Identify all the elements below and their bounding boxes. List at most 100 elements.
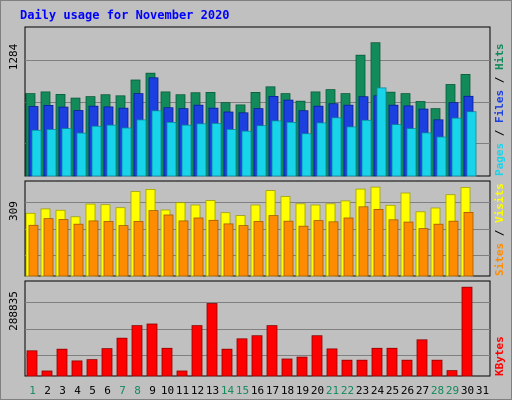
bar-kbytes-day-17 <box>266 325 278 377</box>
x-tick-label: 22 <box>341 384 354 397</box>
x-tick-label: 1 <box>29 384 36 397</box>
bar-kbytes-day-28 <box>431 359 443 377</box>
x-tick-label: 4 <box>74 384 81 397</box>
x-tick-label: 29 <box>446 384 459 397</box>
x-tick-label: 19 <box>296 384 309 397</box>
bar-pages-day-21 <box>331 117 342 177</box>
bar-sites-day-7 <box>118 225 129 277</box>
bar-sites-day-21 <box>328 221 339 277</box>
bar-pages-day-10 <box>166 122 177 177</box>
x-tick-label: 11 <box>176 384 189 397</box>
bar-pages-day-20 <box>316 122 327 177</box>
x-tick-label: 23 <box>356 384 369 397</box>
bar-kbytes-day-4 <box>71 360 83 377</box>
x-tick-label: 14 <box>221 384 235 397</box>
bar-kbytes-day-13 <box>206 303 218 377</box>
x-tick-label: 2 <box>44 384 51 397</box>
y-max-label: 309 <box>7 201 20 221</box>
bar-sites-day-15 <box>238 225 249 277</box>
panel-kbytes: 288835 KBytes <box>7 280 506 377</box>
bar-pages-day-3 <box>61 128 72 177</box>
bar-sites-day-29 <box>448 220 459 277</box>
bar-kbytes-day-12 <box>191 325 203 377</box>
bar-pages-day-8 <box>136 119 147 177</box>
bar-kbytes-day-3 <box>56 348 68 377</box>
x-tick-label: 27 <box>416 384 429 397</box>
bar-sites-day-8 <box>133 221 144 277</box>
bar-sites-day-24 <box>373 208 384 277</box>
bar-pages-day-9 <box>151 110 162 177</box>
bar-kbytes-day-8 <box>131 325 143 377</box>
bar-pages-day-28 <box>436 136 447 177</box>
bar-pages-day-11 <box>181 124 192 177</box>
bar-kbytes-day-15 <box>236 338 248 377</box>
bar-pages-day-13 <box>211 123 222 177</box>
bar-sites-day-3 <box>58 219 69 277</box>
bar-kbytes-day-30 <box>461 286 473 377</box>
bar-sites-day-16 <box>253 221 264 277</box>
x-tick-label: 3 <box>59 384 66 397</box>
bar-kbytes-day-24 <box>371 347 383 377</box>
bar-sites-day-2 <box>43 218 54 277</box>
bar-sites-day-23 <box>358 206 369 277</box>
bar-kbytes-day-16 <box>251 335 263 377</box>
chart-panels: 1284 Pages / Files / Hits 309 Sites / Visit… <box>7 26 506 377</box>
bar-pages-day-15 <box>241 130 252 177</box>
bar-pages-day-1 <box>31 129 42 177</box>
bar-sites-day-27 <box>418 228 429 277</box>
bar-pages-day-16 <box>256 125 267 177</box>
legend-entry: Hits <box>493 44 506 71</box>
legend-entry: / <box>493 223 506 243</box>
x-tick-label: 20 <box>311 384 324 397</box>
bar-kbytes-day-5 <box>86 359 98 377</box>
bar-pages-day-19 <box>301 133 312 177</box>
bar-sites-day-25 <box>388 219 399 277</box>
bar-pages-day-25 <box>391 124 402 177</box>
series-pages <box>31 87 477 177</box>
bar-kbytes-day-2 <box>41 370 53 377</box>
x-axis: 1 2 3 4 5 6 7 8 9 10 11 12 13 14 15 16 17 18 19 20 21 22 23 24 2… <box>29 384 489 397</box>
series-legend: KBytes <box>493 336 506 376</box>
bar-kbytes-day-7 <box>116 337 128 377</box>
bar-kbytes-day-20 <box>311 335 323 377</box>
x-tick-label: 8 <box>134 384 141 397</box>
bar-sites-day-19 <box>298 225 309 277</box>
bar-kbytes-day-9 <box>146 323 158 377</box>
bar-sites-day-5 <box>88 220 99 277</box>
bar-sites-day-26 <box>403 221 414 277</box>
x-tick-label: 17 <box>266 384 279 397</box>
x-tick-label: 25 <box>386 384 399 397</box>
bar-sites-day-11 <box>178 220 189 277</box>
bar-pages-day-18 <box>286 122 297 177</box>
x-tick-label: 9 <box>149 384 156 397</box>
bar-sites-day-17 <box>268 215 279 277</box>
bar-pages-day-14 <box>226 129 237 177</box>
bar-sites-day-6 <box>103 221 114 277</box>
x-tick-label: 7 <box>119 384 126 397</box>
bar-kbytes-day-11 <box>176 370 188 377</box>
legend-entry: KBytes <box>493 336 506 376</box>
bar-kbytes-day-27 <box>416 339 428 377</box>
x-tick-label: 15 <box>236 384 249 397</box>
panel-hits-files-pages: 1284 Pages / Files / Hits <box>7 26 506 177</box>
bar-sites-day-30 <box>463 211 474 277</box>
bar-pages-day-17 <box>271 120 282 177</box>
bar-kbytes-day-10 <box>161 347 173 377</box>
bar-sites-day-1 <box>28 224 39 277</box>
x-tick-label: 21 <box>326 384 339 397</box>
bar-sites-day-20 <box>313 220 324 277</box>
x-tick-label: 18 <box>281 384 294 397</box>
bar-sites-day-28 <box>433 223 444 277</box>
x-tick-label: 31 <box>476 384 489 397</box>
series-kbytes <box>26 286 473 377</box>
y-max-label: 288835 <box>7 291 20 331</box>
bar-pages-day-30 <box>466 111 477 177</box>
bar-pages-day-27 <box>421 132 432 177</box>
legend-entry: Pages <box>493 143 506 176</box>
x-tick-label: 30 <box>461 384 474 397</box>
bar-kbytes-day-1 <box>26 350 38 377</box>
bar-kbytes-day-22 <box>341 359 353 377</box>
bar-pages-day-23 <box>361 119 372 177</box>
bar-sites-day-18 <box>283 220 294 277</box>
